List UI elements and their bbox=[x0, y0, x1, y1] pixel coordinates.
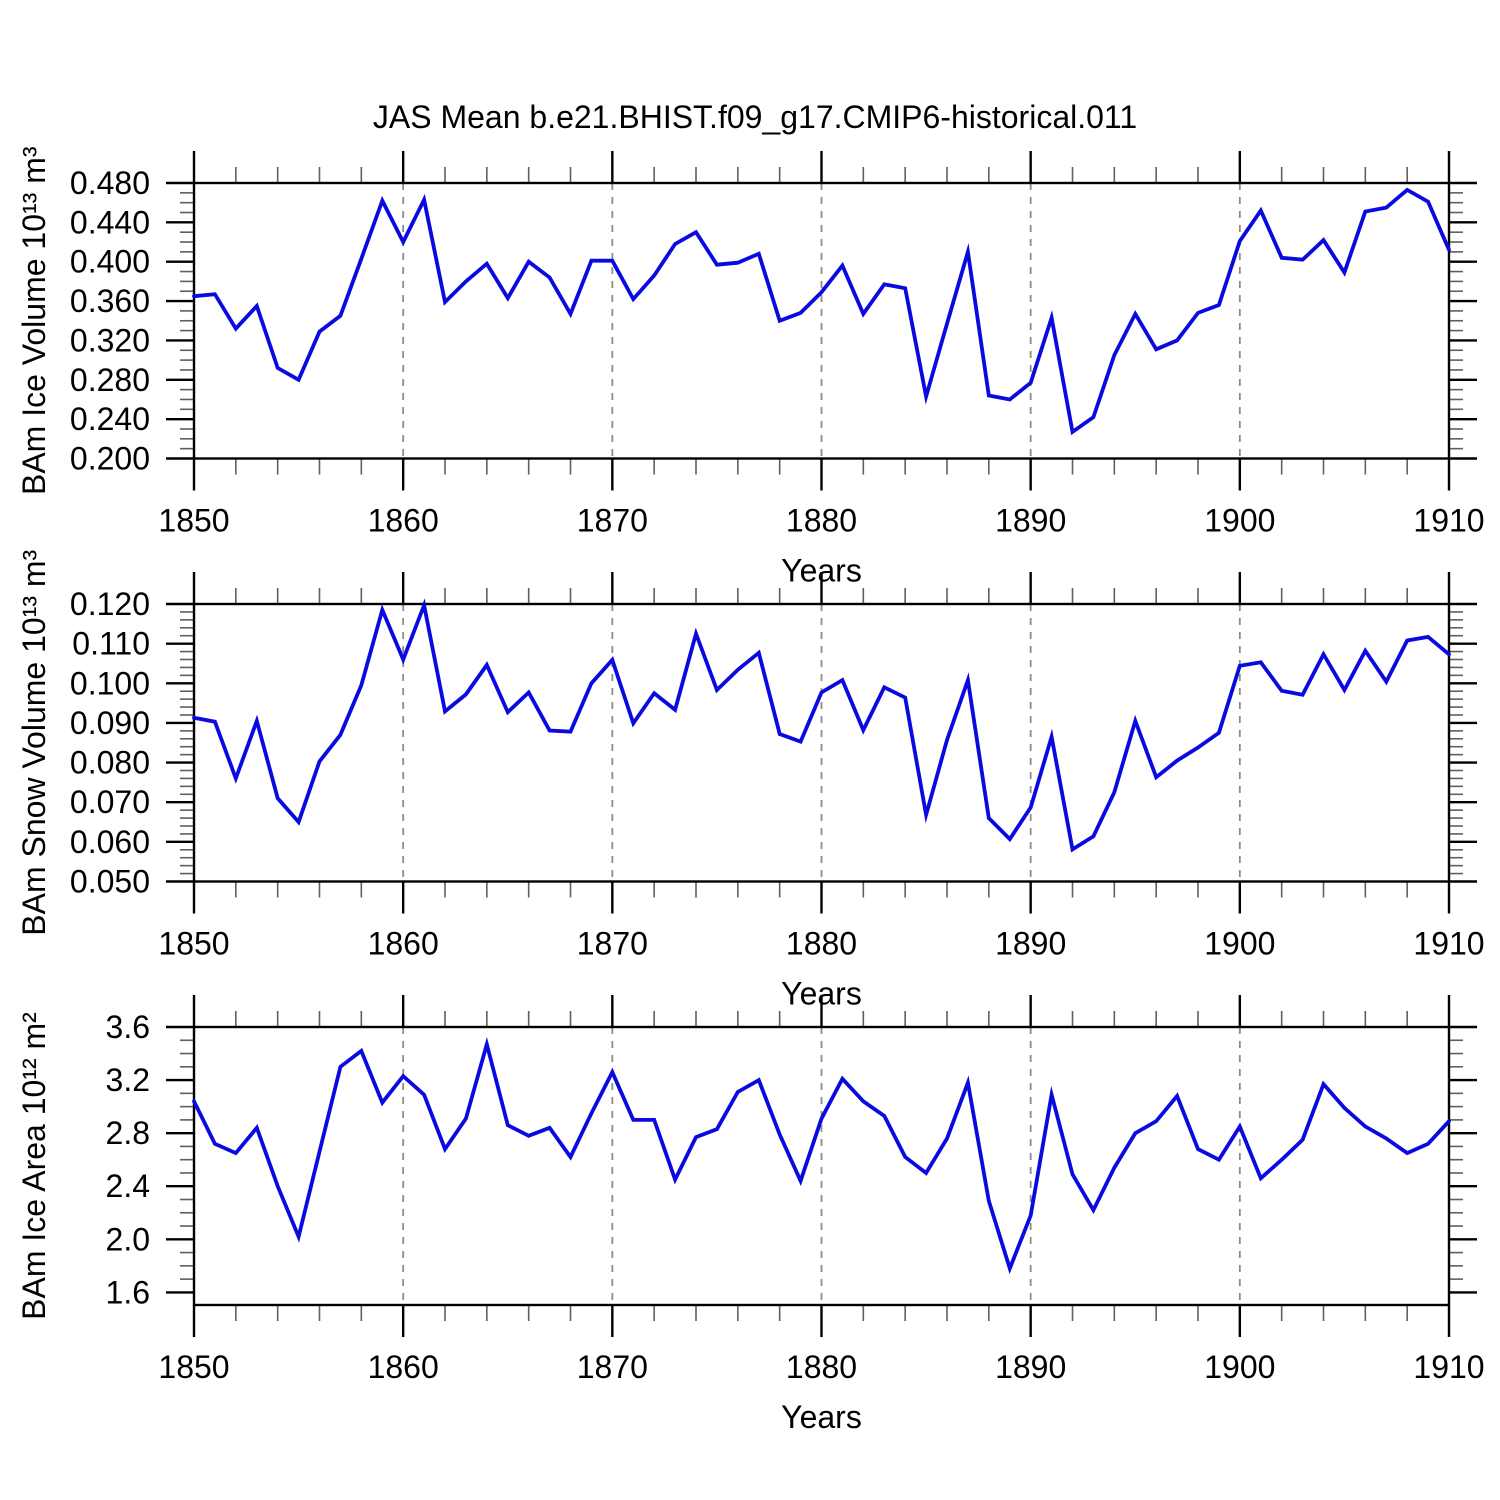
x-tick-label: 1890 bbox=[995, 926, 1066, 962]
y-tick-label: 0.360 bbox=[70, 283, 150, 319]
x-tick-label: 1900 bbox=[1204, 926, 1275, 962]
snow-volume-series-line bbox=[192, 598, 1451, 853]
y-tick-label: 0.400 bbox=[70, 244, 150, 280]
x-tick-label: 1880 bbox=[786, 926, 857, 962]
y-tick-label: 2.0 bbox=[106, 1221, 150, 1257]
y-tick-label: 0.090 bbox=[70, 705, 150, 741]
ice-volume-series-line bbox=[192, 187, 1451, 436]
y-tick-label: 0.280 bbox=[70, 362, 150, 398]
x-tick-label: 1870 bbox=[577, 926, 648, 962]
x-tick-label: 1890 bbox=[995, 1349, 1066, 1385]
y-tick-label: 0.110 bbox=[72, 626, 150, 662]
x-tick-label: 1890 bbox=[995, 503, 1066, 539]
y-tick-label: 3.6 bbox=[106, 1009, 150, 1045]
x-tick-label: 1850 bbox=[158, 926, 229, 962]
x-tick-label: 1880 bbox=[786, 1349, 857, 1385]
x-tick-label: 1850 bbox=[158, 1349, 229, 1385]
ice-area-series-line bbox=[192, 1037, 1451, 1275]
x-tick-label: 1910 bbox=[1413, 926, 1484, 962]
x-tick-label: 1860 bbox=[368, 926, 439, 962]
y-tick-label: 0.100 bbox=[70, 665, 150, 701]
plot-frame bbox=[192, 602, 1451, 883]
x-tick-label: 1850 bbox=[158, 503, 229, 539]
x-tick-label: 1910 bbox=[1413, 503, 1484, 539]
y-tick-label: 0.320 bbox=[70, 322, 150, 358]
y-tick-label: 2.8 bbox=[106, 1115, 150, 1151]
y-tick-label: 0.120 bbox=[70, 586, 150, 622]
y-axis-title: BAm Snow Volume 10¹³ m³ bbox=[16, 549, 52, 935]
x-tick-label: 1870 bbox=[577, 503, 648, 539]
x-axis-title: Years bbox=[781, 1399, 862, 1435]
x-tick-label: 1870 bbox=[577, 1349, 648, 1385]
y-tick-label: 0.440 bbox=[70, 204, 150, 240]
y-axis-title: BAm Ice Volume 10¹³ m³ bbox=[16, 146, 52, 495]
y-tick-label: 0.050 bbox=[70, 864, 150, 900]
plot-frame bbox=[192, 181, 1451, 460]
y-tick-label: 0.080 bbox=[70, 745, 150, 781]
y-tick-label: 3.2 bbox=[106, 1062, 150, 1098]
x-tick-label: 1910 bbox=[1413, 1349, 1484, 1385]
x-tick-label: 1860 bbox=[368, 503, 439, 539]
y-tick-label: 0.200 bbox=[70, 441, 150, 477]
y-tick-label: 0.060 bbox=[70, 824, 150, 860]
y-tick-label: 0.070 bbox=[70, 784, 150, 820]
x-tick-label: 1900 bbox=[1204, 503, 1275, 539]
x-tick-label: 1860 bbox=[368, 1349, 439, 1385]
y-axis-title: BAm Ice Area 10¹² m² bbox=[16, 1012, 52, 1320]
x-tick-label: 1880 bbox=[786, 503, 857, 539]
y-tick-label: 0.240 bbox=[70, 401, 150, 437]
panel-ice-area: 1.6 2.0 2.4 2.8 3.2 3.6 1850 1860 1870 1880 1890 19… bbox=[16, 995, 1485, 1435]
y-tick-label: 2.4 bbox=[106, 1168, 150, 1204]
chart-title: JAS Mean b.e21.BHIST.f09_g17.CMIP6-histo… bbox=[373, 99, 1137, 135]
plot-frame bbox=[192, 1025, 1451, 1307]
y-tick-label: 1.6 bbox=[106, 1274, 150, 1310]
x-tick-label: 1900 bbox=[1204, 1349, 1275, 1385]
y-tick-label: 0.480 bbox=[70, 165, 150, 201]
